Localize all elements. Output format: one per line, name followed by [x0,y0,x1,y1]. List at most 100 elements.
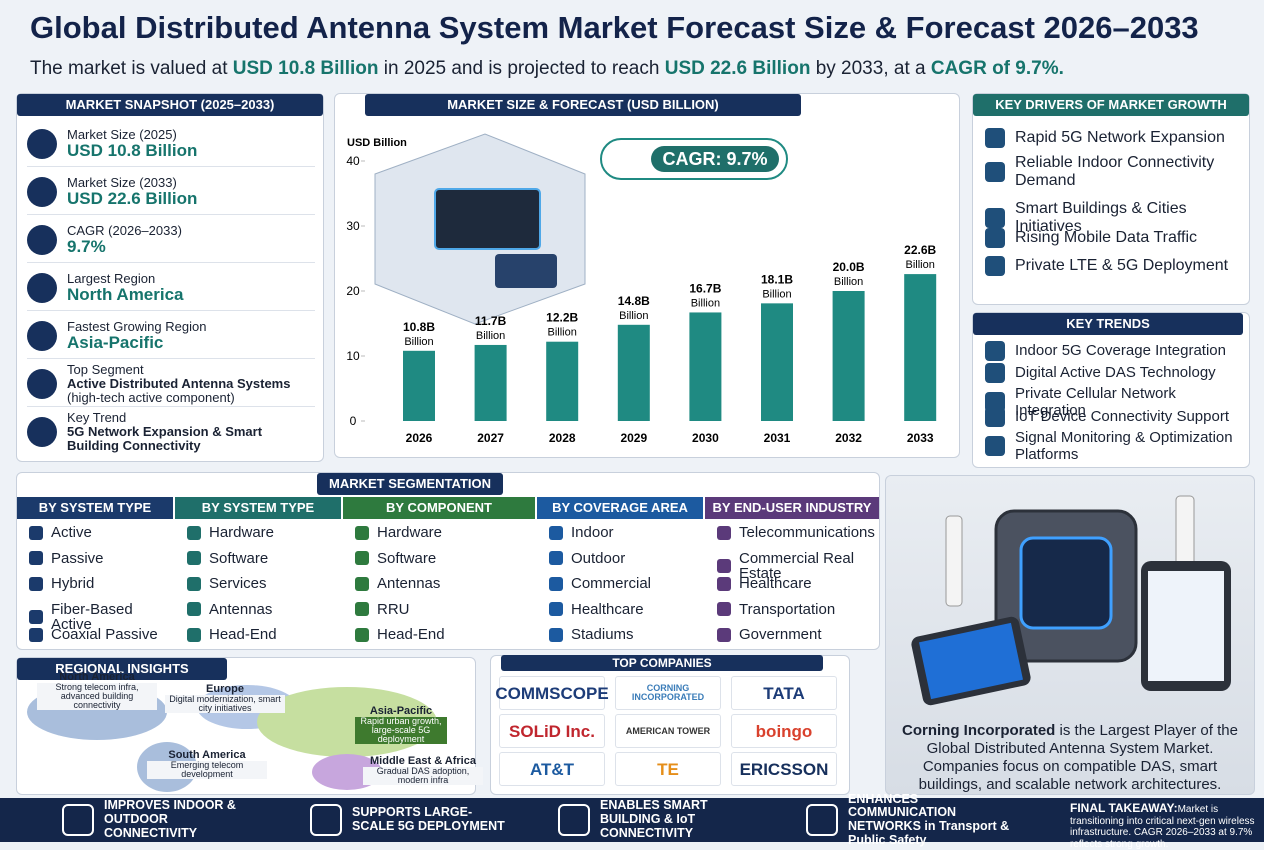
segment-item: Hardware [355,525,533,541]
value-label: 11.7B [475,314,507,328]
snapshot-icon [27,369,57,399]
segment-icon [549,525,563,540]
segment-icon [717,525,731,540]
snapshot-note: (high-tech active component) [67,390,235,406]
value-label-unit: Billion [834,276,863,288]
trends-item: IoT Device Connectivity Support [985,407,1240,427]
segment-text: Hardware [377,524,443,541]
segment-item: Antennas [187,601,339,618]
segment-text: Transportation [739,600,836,618]
region-name: North America [59,671,135,683]
segment-icon [187,525,201,540]
final-takeaway: FINAL TAKEAWAY:Market is transitioning i… [1070,801,1260,850]
snapshot-item: Fastest Growing Region Asia-Pacific [27,314,315,359]
subtitle-part: The market is valued at [30,58,233,79]
subtitle-part: in 2025 and is projected to reach [378,58,665,79]
segment-item: Healthcare [717,576,877,592]
subtitle: The market is valued at USD 10.8 Billion… [30,58,1064,80]
segment-icon [717,576,731,591]
footer-text: ENHANCES COMMUNICATION NETWORKS in Trans… [848,791,1010,847]
value-label: 20.0B [833,260,865,274]
subtitle-part: by 2033, at a [810,58,931,79]
snapshot-value: USD 22.6 Billion [67,188,198,208]
segment-text: Software [377,549,437,567]
bar [474,344,507,421]
value-label: 18.1B [761,272,793,286]
company-logo: TE [615,752,721,786]
drivers-icon [985,128,1005,148]
snapshot-value: Asia-Pacific [67,332,164,352]
device-illustration [911,495,1231,706]
segment-item: Head-End [187,627,339,643]
drivers-icon [985,228,1005,248]
region-name: Europe [206,683,244,695]
trends-icon [985,363,1005,383]
y-tick-label: 40 [346,154,360,168]
snapshot-item: Key Trend 5G Network Expansion & Smart Bu… [27,410,315,454]
x-tick-label: 2026 [406,431,433,445]
segment-item: Services [187,576,339,592]
value-label-unit: Billion [906,259,935,271]
x-tick-label: 2028 [549,431,576,445]
segment-text: Hardware [209,524,275,541]
segment-icon [717,602,731,617]
footer-icon [806,804,838,836]
segment-icon [355,525,369,540]
footer-item: IMPROVES INDOOR & OUTDOOR CONNECTIVITY [62,798,262,840]
segment-text: Coaxial Passive [51,626,158,643]
drivers-panel: KEY DRIVERS OF MARKET GROWTH Rapid 5G Net… [972,93,1250,305]
snapshot-icon [27,417,57,447]
bar [904,274,937,421]
snapshot-value: North America [67,284,184,304]
drivers-icon [985,256,1005,276]
snapshot-text: Largest Region North America [67,271,184,305]
segment-text: Head-End [377,626,445,643]
x-tick-label: 2031 [764,431,791,445]
segment-item: Telecommunications [717,525,877,541]
footer-item: SUPPORTS LARGE-SCALE 5G DEPLOYMENT [310,802,510,838]
company-logo: SOLiD Inc. [499,714,605,748]
snapshot-label: Top Segment [67,361,144,377]
segment-icon [29,576,43,591]
footer-icon [310,804,342,836]
snapshot-value: 9.7% [67,236,106,256]
segmentation-title: MARKET SEGMENTATION [317,473,503,495]
trends-icon [985,341,1005,361]
snapshot-title: MARKET SNAPSHOT (2025–2033) [17,94,323,116]
company-logo: TATA [731,676,837,710]
snapshot-label: Market Size (2025) [67,126,177,142]
y-axis-label: USD Billion [347,137,407,149]
segment-text: Hybrid [51,575,95,592]
trends-text: IoT Device Connectivity Support [1015,408,1229,426]
segment-item: RRU [355,601,533,618]
snapshot-text: Market Size (2025) USD 10.8 Billion [67,126,197,161]
drivers-icon [985,162,1005,183]
segment-icon [187,551,201,566]
illustration [434,188,541,250]
segment-item: Hybrid [29,576,171,592]
segment-text: Telecommunications [739,524,875,541]
footer-item: ENABLES SMART BUILDING & IoT CONNECTIVIT… [558,798,758,840]
trends-item: Indoor 5G Coverage Integration [985,341,1240,361]
segment-icon [29,610,43,625]
value-label-unit: Billion [404,336,433,348]
companies-panel: TOP COMPANIES COMMSCOPE CORNING INCORPORAT… [490,655,850,795]
value-label: 14.8B [618,294,650,308]
snapshot-label: Fastest Growing Region [67,318,207,334]
trends-text: Private Cellular Network Integration [1015,385,1176,420]
segment-header: BY END-USER INDUSTRY [705,497,879,519]
region-note: Strong telecom infra, advanced building … [37,683,157,710]
x-tick-label: 2032 [835,431,862,445]
company-logo: AT&T [499,752,605,786]
segment-text: Healthcare [571,600,644,618]
region-label: Middle East & Africa Gradual DAS adoption… [363,756,483,785]
bar [546,341,579,421]
snapshot-item: CAGR (2026–2033) 9.7% [27,218,315,263]
promo-caption: Corning Incorporated is the Largest Play… [896,722,1244,794]
region-note: Rapid urban growth, large-scale 5G deplo… [355,717,447,744]
title: Global Distributed Antenna System Market… [30,10,1199,45]
value-label-unit: Billion [476,330,505,342]
bar [832,291,865,421]
drivers-text: Rising Mobile Data Traffic [1015,228,1197,246]
segment-icon [549,551,563,566]
